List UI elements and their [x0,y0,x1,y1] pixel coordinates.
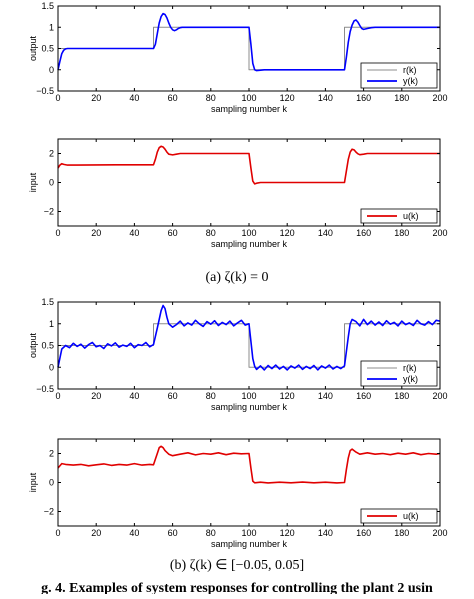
x-tick-label: 0 [55,93,60,103]
x-axis-label: sampling number k [211,239,288,249]
x-tick-label: 40 [129,228,139,238]
x-tick-label: 140 [318,228,333,238]
legend-box [360,360,438,387]
x-tick-label: 40 [129,528,139,538]
legend-label: y(k) [403,76,418,86]
y-tick-label: 0 [49,65,54,75]
series-line-uk [57,145,440,185]
x-tick-label: 200 [432,228,447,238]
x-tick-label: 180 [394,228,409,238]
x-tick-label: 80 [206,228,216,238]
legend-label: r(k) [403,363,417,373]
caption-a: (a) ζ(k) = 0 [205,270,268,285]
x-tick-label: 0 [55,391,60,401]
x-tick-label: 200 [432,93,447,103]
legend: r(k)y(k) [360,62,438,89]
x-tick-label: 160 [356,391,371,401]
x-tick-label: 40 [129,391,139,401]
x-tick-label: 60 [168,391,178,401]
x-tick-label: 160 [356,93,371,103]
y-axis-label: output [28,332,38,358]
x-tick-label: 140 [318,528,333,538]
x-tick-label: 20 [91,391,101,401]
y-tick-label: 1 [49,22,54,32]
y-tick-label: 0 [49,362,54,372]
x-tick-label: 60 [168,528,178,538]
caption-b: (b) ζ(k) ∈ [−0.05, 0.05] [170,558,304,573]
x-tick-label: 0 [55,228,60,238]
x-tick-label: 120 [280,391,295,401]
series-line-yk [57,12,440,72]
y-axis-label: input [28,472,38,492]
legend-box [360,62,438,89]
x-tick-label: 20 [91,528,101,538]
y-tick-label: −0.5 [36,86,54,96]
y-tick-label: −0.5 [36,384,54,394]
y-tick-label: −2 [44,207,54,217]
x-tick-label: 200 [432,391,447,401]
y-axis-label: output [28,35,38,61]
x-tick-label: 160 [356,228,371,238]
legend-box [360,208,438,224]
x-tick-label: 100 [241,93,256,103]
x-tick-label: 80 [206,528,216,538]
y-tick-label: 1 [49,319,54,329]
x-tick-label: 60 [168,93,178,103]
x-tick-label: 20 [91,93,101,103]
figure-caption: g. 4. Examples of system responses for c… [41,581,433,594]
series-line-uk [57,445,441,484]
legend-label: r(k) [403,65,417,75]
x-tick-label: 120 [280,528,295,538]
x-tick-label: 140 [318,391,333,401]
x-tick-label: 0 [55,528,60,538]
y-tick-label: 2 [49,149,54,159]
x-tick-label: 100 [241,528,256,538]
chart-b-output: 0 20 40 60 80 100 120 140 160 180 200−0.500.511.5s… [28,297,448,412]
legend-label: u(k) [403,511,419,521]
x-tick-label: 60 [168,228,178,238]
legend: u(k) [360,208,438,224]
chart-b-input: 0 20 40 60 80 100 120 140 160 180 200 −2 0 2 sampling … [28,438,448,549]
legend-box [360,508,438,524]
x-tick-label: 140 [318,93,333,103]
x-tick-label: 80 [206,391,216,401]
x-axis-label: sampling number k [211,104,288,114]
x-tick-label: 100 [241,228,256,238]
x-tick-label: 100 [241,391,256,401]
series-line-yk [57,304,441,371]
x-tick-label: 180 [394,391,409,401]
y-tick-label: 0 [49,178,54,188]
x-tick-label: 80 [206,93,216,103]
x-tick-label: 200 [432,528,447,538]
legend-label: y(k) [403,374,418,384]
chart-a-output: 0 20 40 60 80 100 120 140 160 180 200−0.500.511.5s… [28,1,448,114]
x-axis-label: sampling number k [211,539,288,549]
chart-a-input: 0 20 40 60 80 100 120 140 160 180 200 −2 0 2 sampling … [28,138,448,249]
x-tick-label: 180 [394,93,409,103]
y-tick-label: 2 [49,449,54,459]
y-tick-label: −2 [44,507,54,517]
y-tick-label: 0 [49,478,54,488]
x-tick-label: 40 [129,93,139,103]
x-axis-label: sampling number k [211,402,288,412]
y-tick-label: 0.5 [41,341,54,351]
y-tick-label: 0.5 [41,44,54,54]
x-tick-label: 120 [280,93,295,103]
y-tick-label: 1.5 [41,297,54,307]
legend: u(k) [360,508,438,524]
x-tick-label: 20 [91,228,101,238]
x-tick-label: 120 [280,228,295,238]
series-line-rk [58,26,440,71]
legend: r(k)y(k) [360,360,438,387]
x-tick-label: 180 [394,528,409,538]
x-tick-label: 160 [356,528,371,538]
legend-label: u(k) [403,211,419,221]
y-axis-label: input [28,172,38,192]
y-tick-label: 1.5 [41,1,54,11]
